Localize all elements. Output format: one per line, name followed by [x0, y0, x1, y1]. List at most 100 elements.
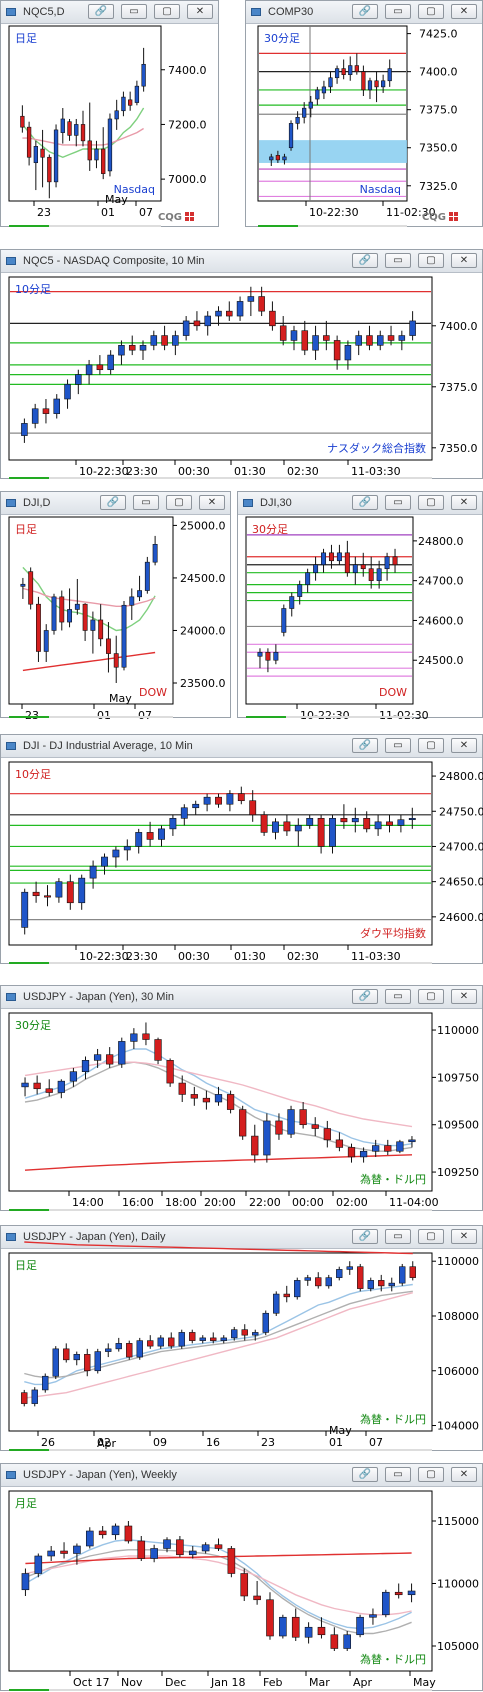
candle-body: [226, 793, 234, 805]
candle-body: [294, 1280, 301, 1298]
candle-body: [279, 325, 287, 341]
candle-body: [78, 877, 86, 904]
candle-body: [272, 821, 279, 833]
link-button[interactable]: 🔗: [352, 253, 378, 268]
plot-area: [245, 516, 414, 705]
chart-plot[interactable]: 24800.0 24750.0 24700.0 24650.0 24600.0 10-22…: [1, 735, 483, 965]
x-tick-label: 11-03:30: [351, 465, 401, 478]
minimize-button[interactable]: ▭: [385, 1467, 411, 1482]
maximize-button[interactable]: ▢: [418, 1229, 444, 1244]
close-button[interactable]: ✕: [451, 4, 477, 19]
chart-plot[interactable]: 7400.0 7200.0 7000.0 23 01 07 May 日足 Nasdaq CQG: [1, 1, 220, 228]
candle-body: [249, 800, 257, 816]
close-button[interactable]: ✕: [451, 1467, 477, 1482]
maximize-button[interactable]: ▢: [418, 738, 444, 753]
status-strip: [49, 1689, 432, 1691]
chart-window-usdjpy-daily[interactable]: USDJPY - Japan (Yen), Daily 🔗 ▭ ▢ ✕ 1100…: [0, 1225, 483, 1451]
candle-body: [21, 891, 29, 928]
chart-window-nqc5-10min[interactable]: NQC5 - NASDAQ Composite, 10 Min 🔗 ▭ ▢ ✕ …: [0, 249, 483, 479]
link-button[interactable]: 🔗: [352, 738, 378, 753]
window-title-bar[interactable]: DJI,30 🔗 ▭ ▢ ✕: [238, 492, 482, 515]
window-title-bar[interactable]: USDJPY - Japan (Yen), 30 Min 🔗 ▭ ▢ ✕: [1, 986, 482, 1009]
link-button[interactable]: 🔗: [352, 495, 378, 510]
chart-window-dji-10min[interactable]: DJI - DJ Industrial Average, 10 Min 🔗 ▭ …: [0, 734, 483, 964]
chart-window-usdjpy-30min[interactable]: USDJPY - Japan (Yen), 30 Min 🔗 ▭ ▢ ✕ 110…: [0, 985, 483, 1211]
candle-body: [269, 310, 276, 327]
close-button[interactable]: ✕: [451, 495, 477, 510]
status-strip: [49, 1209, 432, 1211]
window-title-bar[interactable]: DJI - DJ Industrial Average, 10 Min 🔗 ▭ …: [1, 735, 482, 758]
y-tick-label: 108000: [437, 1310, 479, 1323]
maximize-button[interactable]: ▢: [166, 495, 192, 510]
close-button[interactable]: ✕: [451, 253, 477, 268]
chart-window-usdjpy-weekly[interactable]: USDJPY - Japan (Yen), Weekly 🔗 ▭ ▢ ✕ 115…: [0, 1463, 483, 1691]
maximize-button[interactable]: ▢: [418, 253, 444, 268]
window-title-bar[interactable]: DJI,D 🔗 ▭ ▢ ✕: [1, 492, 230, 515]
chart-plot[interactable]: 110000 108000 106000 104000 26 02 09 16 23 01 07 Ap…: [1, 1226, 483, 1452]
window-icon: [6, 1471, 16, 1479]
x-tick-label: 26: [41, 1436, 55, 1449]
window-title-bar[interactable]: USDJPY - Japan (Yen), Daily 🔗 ▭ ▢ ✕: [1, 1226, 482, 1249]
minimize-button[interactable]: ▭: [385, 738, 411, 753]
window-title-bar[interactable]: NQC5,D 🔗 ▭ ▢ ✕: [1, 1, 218, 24]
chart-plot[interactable]: 115000 110000 105000 Oct 17 Nov Dec Jan 18 Feb M…: [1, 1464, 483, 1692]
candle-body: [40, 148, 45, 158]
window-title-bar[interactable]: NQC5 - NASDAQ Composite, 10 Min 🔗 ▭ ▢ ✕: [1, 250, 482, 273]
chart-plot[interactable]: 7425.0 7400.0 7375.0 7350.0 7325.0 10-22:30 11…: [246, 1, 483, 228]
candle-body: [258, 296, 265, 312]
maximize-button[interactable]: ▢: [418, 1467, 444, 1482]
minimize-button[interactable]: ▭: [385, 495, 411, 510]
chart-window-nqc5-daily[interactable]: NQC5,D 🔗 ▭ ▢ ✕ 7400.0 7200.0 7000.0 23 01 07 M…: [0, 0, 219, 227]
minimize-button[interactable]: ▭: [133, 495, 159, 510]
candle-body: [136, 1340, 143, 1358]
close-button[interactable]: ✕: [187, 4, 213, 19]
link-button[interactable]: 🔗: [352, 989, 378, 1004]
chart-plot[interactable]: 110000 109750 109500 109250 14:00 16:00 18:00 2…: [1, 986, 483, 1212]
candle-body: [44, 895, 51, 898]
link-button[interactable]: 🔗: [88, 4, 114, 19]
minimize-button[interactable]: ▭: [385, 4, 411, 19]
window-title-bar[interactable]: USDJPY - Japan (Yen), Weekly 🔗 ▭ ▢ ✕: [1, 1464, 482, 1487]
maximize-button[interactable]: ▢: [418, 495, 444, 510]
maximize-button[interactable]: ▢: [418, 4, 444, 19]
status-strip: [9, 225, 49, 227]
chart-plot[interactable]: 24800.0 24700.0 24600.0 24500.0 10-22:30 11-0…: [238, 492, 483, 719]
candle-body: [96, 364, 104, 371]
candle-body: [220, 1337, 227, 1341]
candle-body: [107, 118, 113, 172]
maximize-button[interactable]: ▢: [418, 989, 444, 1004]
candle-body: [408, 818, 416, 821]
close-button[interactable]: ✕: [451, 738, 477, 753]
window-title-bar[interactable]: COMP30 🔗 ▭ ▢ ✕: [246, 1, 482, 24]
minimize-button[interactable]: ▭: [385, 1229, 411, 1244]
y-tick-label: 7000.0: [168, 173, 207, 186]
minimize-button[interactable]: ▭: [385, 253, 411, 268]
close-button[interactable]: ✕: [451, 989, 477, 1004]
link-button[interactable]: 🔗: [352, 1229, 378, 1244]
period-label: 日足: [15, 523, 37, 536]
candle-body: [124, 1525, 133, 1542]
window-icon: [6, 1233, 16, 1241]
y-tick-label: 24500.0: [180, 572, 226, 585]
close-button[interactable]: ✕: [451, 1229, 477, 1244]
candle-body: [67, 121, 72, 136]
candle-body: [42, 408, 50, 414]
candle-body: [32, 891, 40, 897]
link-button[interactable]: 🔗: [100, 495, 126, 510]
candle-body: [304, 1277, 311, 1281]
candle-body: [199, 1337, 206, 1341]
link-button[interactable]: 🔗: [352, 1467, 378, 1482]
close-button[interactable]: ✕: [199, 495, 225, 510]
minimize-button[interactable]: ▭: [121, 4, 147, 19]
chart-window-dji-daily[interactable]: DJI,D 🔗 ▭ ▢ ✕ 25000.0 24500.0 24000.0 23500…: [0, 491, 232, 719]
y-tick-label: 110000: [437, 1024, 479, 1037]
candle-body: [94, 1351, 101, 1372]
link-button[interactable]: 🔗: [352, 4, 378, 19]
chart-window-dji30[interactable]: DJI,30 🔗 ▭ ▢ ✕ 24800.0 24700.0 24600.0 2450…: [237, 491, 483, 719]
minimize-button[interactable]: ▭: [385, 989, 411, 1004]
candle-body: [367, 1280, 374, 1289]
chart-window-comp30[interactable]: COMP30 🔗 ▭ ▢ ✕ 7425.0 7400.0 7375.0 7350.0 7…: [245, 0, 483, 227]
maximize-button[interactable]: ▢: [154, 4, 180, 19]
